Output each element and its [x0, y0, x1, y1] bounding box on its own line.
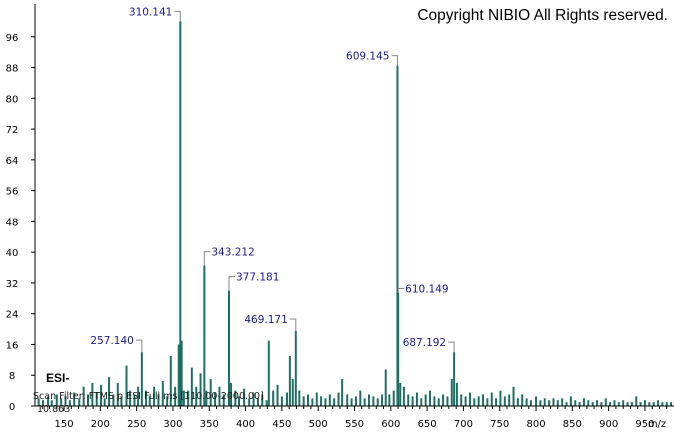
peak-label-leader — [228, 276, 236, 291]
y-tick-label: 16 — [6, 340, 19, 351]
peak-label-leader — [391, 55, 398, 66]
x-tick-label: 550 — [345, 419, 364, 430]
y-tick-label: 48 — [6, 217, 19, 228]
peak-label: 609.145 — [346, 51, 389, 63]
x-tick-label: 800 — [526, 419, 545, 430]
x-tick-label: 950 — [635, 419, 654, 430]
x-tick-label: 200 — [91, 419, 110, 430]
scan-filter-text: Scan Filter: FTMS p ESI Full ms [110.00-… — [33, 391, 264, 402]
peak-label-leader — [289, 318, 297, 331]
x-tick-label: 850 — [563, 419, 582, 430]
x-tick-label: 350 — [200, 419, 219, 430]
x-axis-title: m/z — [648, 419, 666, 430]
peak-label-leader — [203, 251, 211, 266]
x-tick-label: 400 — [236, 419, 255, 430]
x-tick-label: 250 — [127, 419, 146, 430]
y-tick-label: 32 — [6, 279, 19, 290]
peak-label: 343.212 — [211, 247, 254, 259]
y-tick-label: 64 — [6, 156, 19, 167]
peaks-layer — [37, 21, 673, 406]
x-tick-label: 750 — [490, 419, 509, 430]
x-tick-label: 900 — [599, 419, 618, 430]
y-tick-label: 80 — [6, 94, 19, 105]
y-tick-label: 56 — [6, 187, 19, 198]
x-tick-label: 450 — [272, 419, 291, 430]
peak-label: 687.192 — [403, 337, 446, 349]
peak-label-leader — [135, 339, 143, 353]
peak-label-leader — [397, 288, 405, 293]
x-tick-label: 650 — [418, 419, 437, 430]
ion-mode-label: ESI- — [46, 371, 69, 385]
y-tick-label: 8 — [9, 371, 15, 382]
peak-label-leader — [448, 341, 455, 353]
y-tick-label: 88 — [6, 64, 19, 75]
retention-time-label: 10.863 — [37, 404, 70, 415]
peak-label: 469.171 — [244, 314, 287, 326]
peak-label-leader — [174, 10, 181, 22]
y-ticks: 0 8 16 24 32 40 48 56 64 72 80 88 96 — [6, 33, 35, 413]
copyright-notice: Copyright NIBIO All Rights reserved. — [417, 7, 668, 24]
y-tick-label: 24 — [6, 310, 19, 321]
peak-label: 377.181 — [236, 272, 279, 284]
x-tick-label: 600 — [381, 419, 400, 430]
x-tick-label: 500 — [309, 419, 328, 430]
y-tick-label: 72 — [6, 125, 19, 136]
y-tick-label: 96 — [6, 33, 19, 44]
x-tick-label: 150 — [54, 419, 73, 430]
peak-label: 610.149 — [405, 284, 448, 296]
y-tick-label: 40 — [6, 248, 19, 259]
x-ticks: 150 200 250 300 350 400 450 500 550 600 650 700 750 8… — [41, 406, 668, 430]
y-tick-label: 0 — [9, 402, 15, 413]
x-tick-label: 700 — [454, 419, 473, 430]
peak-label: 310.141 — [129, 6, 172, 18]
x-tick-label: 300 — [163, 419, 182, 430]
peak-label: 257.140 — [90, 335, 133, 347]
peak-labels: 310.141 609.145 343.212 377.181 610.149 469.1… — [90, 6, 455, 353]
